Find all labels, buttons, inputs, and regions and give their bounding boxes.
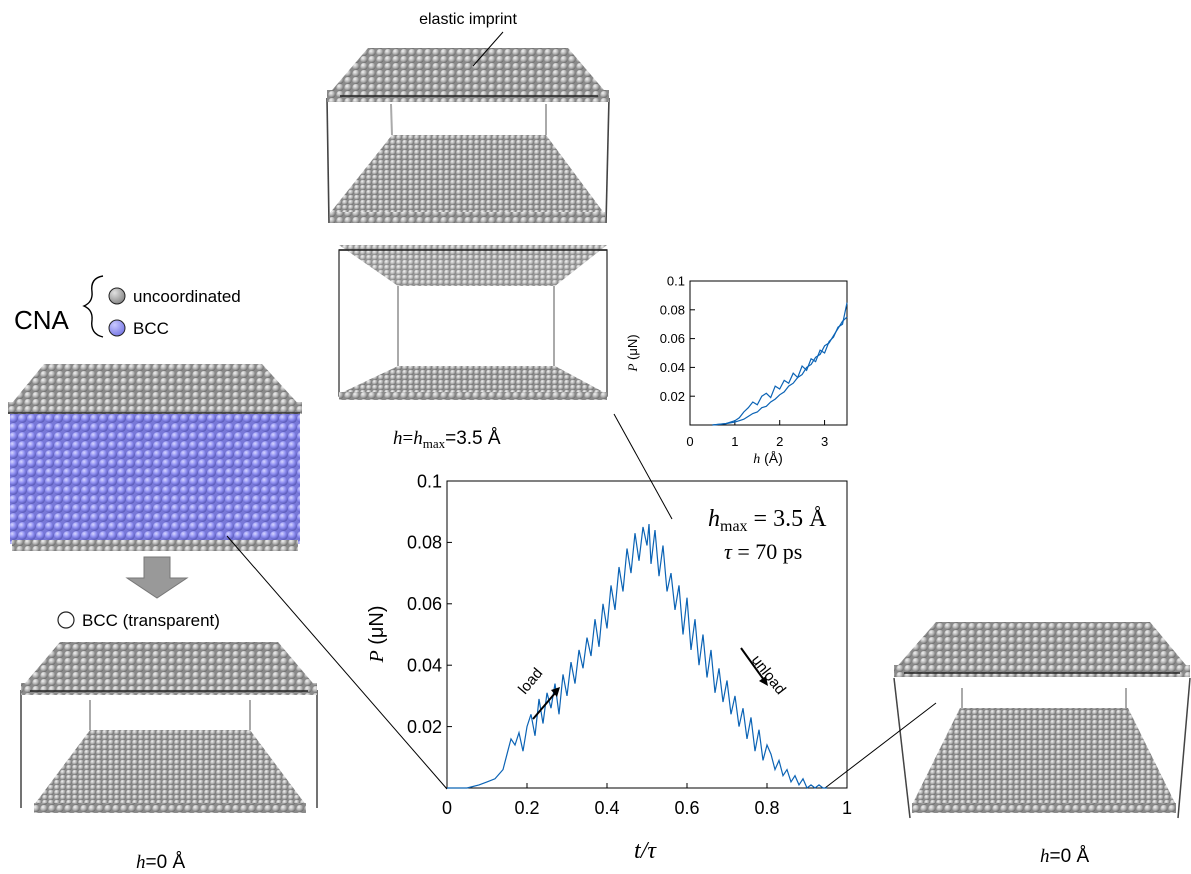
inset-ytick-label: 0.06: [660, 331, 685, 346]
main-xtick-label: 0.2: [514, 798, 539, 818]
tau-annotation: τ = 70 ps: [724, 539, 802, 564]
hmax-annotation: hmax = 3.5 Å: [708, 506, 827, 535]
inset-ytick-label: 0.08: [660, 302, 685, 317]
svg-text:load: load: [515, 665, 546, 698]
caption-h0-left: h=0 Å: [136, 852, 185, 873]
caption-h-hmax: h=hmax=3.5 Å: [393, 428, 501, 451]
inset-xtick-label: 0: [686, 434, 693, 449]
transparent-swatch: [57, 611, 75, 629]
main-ytick-label: 0.02: [407, 717, 442, 737]
inset-chart: 0.02 0.04 0.06 0.08 0.1 0 1 2 3 P (μN) h (Å): [625, 274, 848, 467]
cna-brace: [82, 275, 104, 338]
main-xtick-label: 0.6: [674, 798, 699, 818]
main-ytick-label: 0.08: [407, 533, 442, 553]
main-ytick-label: 0.06: [407, 594, 442, 614]
load-annotation: load: [515, 665, 560, 720]
inset-ytick-label: 0.02: [660, 389, 685, 404]
main-series-line: [447, 523, 827, 789]
elastic-imprint-pointer: [472, 31, 504, 67]
inset-xtick-label: 1: [731, 434, 738, 449]
slab-top-imprint: [326, 48, 610, 224]
slab-right-h0: [893, 622, 1191, 819]
uncoordinated-swatch: [108, 287, 126, 305]
main-ytick-label: 0.1: [417, 471, 442, 491]
inset-series-line-unload: [712, 316, 848, 426]
pointer-end-to-right-slab: [824, 702, 937, 789]
inset-xtick-label: 2: [776, 434, 783, 449]
slab-left-h0: [20, 642, 318, 813]
main-xtick-label: 0: [442, 798, 452, 818]
down-arrow-icon: [125, 556, 189, 599]
bcc-swatch: [108, 319, 126, 337]
main-xlabel: t/τ: [634, 838, 657, 864]
inset-xlabel: h (Å): [753, 450, 783, 467]
caption-h0-right: h=0 Å: [1040, 846, 1089, 867]
pointer-bcc-to-chart: [226, 535, 448, 790]
slab-bcc-full: [8, 364, 302, 551]
slab-hmax: [338, 245, 608, 400]
inset-ytick-label: 0.1: [667, 274, 685, 289]
main-ytick-label: 0.04: [407, 656, 442, 676]
main-xtick-label: 0.8: [754, 798, 779, 818]
unload-annotation: unload: [740, 647, 789, 698]
elastic-imprint-label: elastic imprint: [419, 11, 517, 28]
inset-series-line-load: [712, 302, 848, 426]
uncoordinated-label: uncoordinated: [133, 287, 241, 306]
inset-ylabel: P (μN): [625, 334, 640, 372]
svg-text:unload: unload: [748, 652, 789, 698]
main-plot-frame: [446, 480, 848, 789]
pointer-peak-to-hmax-slab: [613, 413, 673, 520]
inset-ytick-label: 0.04: [660, 360, 685, 375]
inset-xtick-label: 3: [821, 434, 828, 449]
inset-plot-frame: [689, 280, 848, 426]
main-xtick-label: 0.4: [594, 798, 619, 818]
main-ylabel: P (μN): [366, 605, 388, 663]
cna-label: CNA: [14, 305, 70, 335]
main-chart: 0.02 0.04 0.06 0.08 0.1 0 0.2 0.4 0.6 0.8 1 P (μN…: [366, 471, 852, 864]
bcc-label: BCC: [133, 319, 169, 338]
transparent-label: BCC (transparent): [82, 611, 220, 630]
main-xtick-label: 1: [842, 798, 852, 818]
